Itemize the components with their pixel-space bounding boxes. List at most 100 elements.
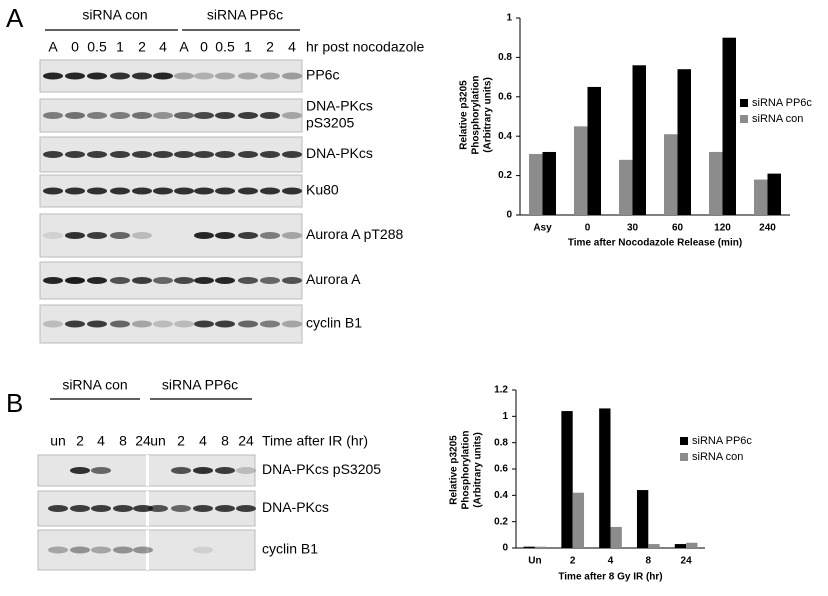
band bbox=[110, 232, 130, 239]
band bbox=[87, 320, 107, 328]
band bbox=[43, 72, 63, 80]
band bbox=[132, 151, 152, 158]
x-tick-label: 0 bbox=[585, 223, 591, 234]
band bbox=[43, 187, 63, 195]
lane-label: 4 bbox=[288, 39, 296, 55]
legend-swatch bbox=[680, 437, 688, 445]
band bbox=[238, 187, 258, 195]
bar bbox=[619, 159, 633, 215]
band bbox=[260, 151, 280, 158]
x-tick-label: 60 bbox=[672, 223, 684, 234]
band bbox=[43, 320, 63, 328]
band bbox=[43, 232, 63, 239]
legend-label: siRNA con bbox=[752, 113, 803, 125]
band bbox=[260, 112, 280, 119]
y-axis-title: (Arbitrary units) bbox=[483, 77, 494, 153]
band bbox=[238, 320, 258, 328]
band bbox=[153, 320, 173, 328]
band bbox=[171, 467, 191, 474]
band bbox=[260, 187, 280, 195]
lane-label: 4 bbox=[159, 39, 167, 55]
band bbox=[110, 277, 130, 284]
x-axis-title: Time after 8 Gy IR (hr) bbox=[558, 572, 662, 583]
lanes-title: hr post nocodazole bbox=[306, 39, 425, 55]
band bbox=[215, 151, 235, 158]
bar bbox=[599, 408, 611, 548]
panel-label: B bbox=[6, 388, 23, 418]
band bbox=[132, 320, 152, 328]
y-axis-title: Phosphorylation bbox=[461, 431, 472, 510]
lane-label: 2 bbox=[266, 39, 274, 55]
y-axis-title: (Arbitrary units) bbox=[473, 432, 484, 508]
lane-label: 8 bbox=[119, 433, 127, 449]
band bbox=[132, 112, 152, 119]
y-tick-label: 1 bbox=[506, 13, 512, 24]
band bbox=[194, 151, 214, 158]
row-label: DNA-PKcs bbox=[306, 98, 373, 114]
band bbox=[132, 232, 152, 239]
band bbox=[132, 187, 152, 195]
x-tick-label: 30 bbox=[627, 223, 639, 234]
x-tick-label: 24 bbox=[681, 556, 693, 567]
group-label: siRNA con bbox=[62, 377, 127, 393]
lane-label: 24 bbox=[238, 433, 254, 449]
bar bbox=[722, 37, 736, 216]
lane-label: 8 bbox=[221, 433, 229, 449]
band bbox=[238, 277, 258, 284]
y-tick-label: 0 bbox=[502, 543, 508, 554]
legend-label: siRNA con bbox=[692, 451, 743, 463]
group-label: siRNA PP6c bbox=[162, 377, 238, 393]
band bbox=[43, 277, 63, 284]
band bbox=[238, 151, 258, 158]
band bbox=[65, 187, 85, 195]
band bbox=[87, 277, 107, 284]
band bbox=[110, 187, 130, 195]
band bbox=[65, 320, 85, 328]
band bbox=[215, 277, 235, 284]
bar bbox=[648, 544, 660, 548]
band bbox=[70, 467, 90, 474]
bar bbox=[610, 526, 622, 548]
band bbox=[215, 505, 235, 512]
bar bbox=[709, 151, 723, 215]
bar bbox=[767, 173, 781, 215]
row-label: Ku80 bbox=[306, 182, 339, 198]
bar bbox=[677, 69, 691, 215]
x-tick-label: 8 bbox=[646, 556, 652, 567]
lane-label: 0.5 bbox=[87, 39, 107, 55]
legend-swatch bbox=[740, 115, 748, 123]
band bbox=[148, 505, 168, 512]
y-axis-title: Relative p3205 bbox=[449, 435, 460, 505]
band bbox=[215, 187, 235, 195]
band bbox=[153, 277, 173, 284]
band bbox=[87, 151, 107, 158]
bar bbox=[632, 65, 646, 215]
band bbox=[48, 546, 68, 554]
band bbox=[43, 112, 63, 119]
band bbox=[65, 72, 85, 80]
y-tick-label: 0.4 bbox=[498, 131, 512, 142]
band bbox=[91, 546, 111, 554]
row-label: DNA-PKcs bbox=[306, 145, 373, 161]
lane-label: 2 bbox=[138, 39, 146, 55]
x-tick-label: 4 bbox=[608, 556, 614, 567]
row-label: DNA-PKcs bbox=[262, 499, 329, 515]
lane-label: A bbox=[48, 39, 58, 55]
band bbox=[282, 277, 302, 284]
y-axis-title: Phosphorylation bbox=[471, 76, 482, 155]
band bbox=[194, 187, 214, 195]
band bbox=[133, 505, 153, 512]
y-tick-label: 0 bbox=[506, 210, 512, 221]
y-axis-title: Relative p3205 bbox=[459, 80, 470, 150]
x-tick-label: Asy bbox=[533, 223, 552, 234]
bar bbox=[534, 546, 547, 548]
band bbox=[153, 187, 173, 195]
band bbox=[87, 232, 107, 239]
bar bbox=[523, 546, 535, 548]
band bbox=[236, 505, 256, 512]
band bbox=[153, 72, 173, 80]
row-label: cyclin B1 bbox=[262, 541, 318, 557]
blot-gap bbox=[146, 455, 149, 486]
band bbox=[65, 277, 85, 284]
